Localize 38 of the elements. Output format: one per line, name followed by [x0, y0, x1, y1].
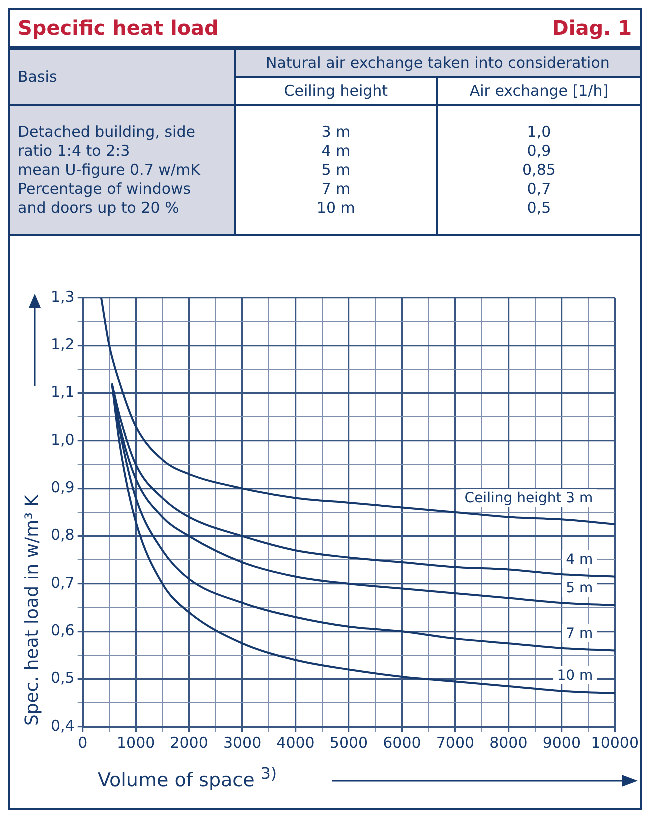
series-label: 5 m	[566, 580, 594, 597]
series-label: 7 m	[566, 626, 594, 642]
text: Basis	[10, 49, 235, 105]
text: 3 m 4 m 5 m 7 m 10 m	[234, 105, 438, 235]
x-tick-label: 0	[78, 734, 88, 752]
x-tick-label: 2000	[170, 734, 208, 752]
line-series	[100, 298, 616, 526]
y-tick-label: 0,8	[50, 526, 75, 544]
y-tick-label: 1,0	[50, 430, 75, 449]
y-tick-label: 0,6	[50, 622, 75, 640]
y-tick-label: 0,5	[50, 669, 75, 688]
y-axis-title: Spec. heat load in w/m³ K	[22, 494, 43, 726]
series-label: 10 m	[557, 668, 594, 684]
y-tick-label: 0,9	[50, 478, 75, 497]
x-tick-label: 8000	[490, 734, 528, 752]
text: Detached building, side ratio 1:4 to 2:3 mean U-figure 0.7 w/mK Percentage of windows and doors up to 20 %	[10, 105, 235, 235]
x-axis-title: Volume of space $^{3)}$	[98, 764, 278, 792]
series-label: Ceiling height 3 m	[464, 490, 594, 507]
series-label: 4 m	[566, 552, 594, 568]
x-tick-label: 7000	[436, 734, 475, 752]
x-tick-label: 6000	[383, 734, 422, 752]
y-tick-label: 1,1	[50, 383, 75, 402]
y-tick-label: 0,7	[50, 574, 75, 592]
x-tick-label: 3000	[223, 734, 262, 752]
text: 1,0 0,9 0,85 0,7 0,5	[437, 105, 640, 235]
x-tick-label: 9000	[542, 734, 582, 752]
y-tick-label: 0,4	[50, 716, 75, 735]
x-tick-label: 5000	[330, 734, 368, 752]
y-tick-label: 1,2	[50, 336, 75, 354]
text: Natural air exchange taken into consideration	[234, 49, 640, 77]
x-tick-label: 1000	[116, 734, 156, 752]
y-tick-label: 1,3	[50, 288, 75, 306]
x-tick-label: 10000	[591, 734, 639, 752]
text: Diag. 1	[552, 16, 632, 40]
x-tick-label: 4000	[276, 734, 315, 752]
text: Ceiling height	[234, 77, 438, 105]
text: Air exchange [1/h]	[437, 77, 640, 105]
text: Specific heat load	[18, 16, 219, 40]
